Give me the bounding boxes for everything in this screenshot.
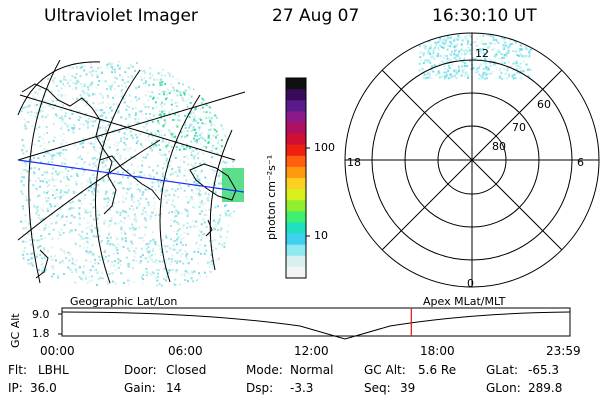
polar-lat-70: 70 — [512, 121, 526, 134]
colorbar-cell — [286, 78, 306, 90]
colorbar-cell — [286, 200, 306, 212]
time-label: 16:30:10 UT — [432, 6, 537, 26]
glat-label: GLat: — [486, 363, 519, 377]
seq-value: 39 — [400, 381, 416, 395]
apex-caption: Apex MLat/MLT — [423, 295, 506, 308]
mode-value: Normal — [290, 363, 334, 377]
colorbar-cell — [286, 266, 306, 279]
ip-value: 36.0 — [30, 381, 57, 395]
colorbar-cell — [286, 189, 306, 201]
dsp-value: -3.3 — [290, 381, 314, 395]
glon-label: GLon: — [486, 381, 521, 395]
orbit-timeline — [58, 307, 571, 340]
polar-axis-diagonal — [381, 69, 563, 251]
flt-value: LBHL — [38, 363, 69, 377]
graticule-line — [209, 129, 233, 271]
door-label: Door: — [124, 363, 157, 377]
colorbar-cell — [286, 233, 306, 246]
gain-label: Gain: — [124, 381, 156, 395]
map-border — [17, 61, 101, 116]
colorbar-cell — [286, 166, 306, 179]
polar-plot — [344, 32, 600, 288]
graticule-line — [159, 94, 201, 283]
glon-value: 289.8 — [528, 381, 563, 395]
polar-lat-60: 60 — [537, 98, 551, 111]
polar-mlt-12: 12 — [475, 47, 489, 60]
seq-label: Seq: — [364, 381, 391, 395]
colorbar-tick-label-100: 100 — [314, 141, 335, 154]
colorbar-cell — [286, 111, 306, 123]
dsp-label: Dsp: — [246, 381, 274, 395]
colorbar-cell — [286, 211, 306, 223]
ip-label: IP: — [8, 381, 23, 395]
coastline — [21, 83, 117, 215]
glat-value: -65.3 — [528, 363, 560, 377]
time-tick-0000: 00:00 — [40, 344, 75, 358]
terminator-line — [17, 159, 245, 193]
gcalt-label: GC Alt: — [364, 363, 406, 377]
time-tick-1800: 18:00 — [420, 344, 455, 358]
timeline-ytick-top: 9.0 — [32, 308, 50, 321]
time-tick-0600: 06:00 — [168, 344, 203, 358]
time-tick-2359: 23:59 — [546, 344, 581, 358]
colorbar-cell — [286, 144, 306, 157]
graticule-line — [17, 139, 161, 241]
colorbar-cell — [286, 122, 306, 135]
geographic-map — [17, 59, 246, 287]
geographic-caption: Geographic Lat/Lon — [70, 295, 178, 308]
colorbar-unit-label: photon cm⁻²s⁻¹ — [265, 154, 278, 240]
altitude-curve — [61, 311, 571, 340]
colorbar-cell — [286, 133, 306, 146]
colorbar-tick-label-10: 10 — [314, 229, 328, 242]
colorbar-frame — [285, 77, 307, 279]
aurora-speckle — [20, 60, 237, 287]
colorbar — [285, 77, 310, 279]
graticule-line — [94, 69, 141, 284]
polar-mlt-0: 0 — [467, 277, 474, 290]
mode-label: Mode: — [246, 363, 283, 377]
timeline-frame — [61, 307, 571, 337]
polar-mlt-18: 18 — [347, 156, 361, 169]
colorbar-cell — [286, 89, 306, 101]
date-label: 27 Aug 07 — [272, 6, 360, 26]
polar-lat-80: 80 — [492, 140, 506, 153]
colorbar-cell — [286, 155, 306, 168]
coastline — [205, 219, 213, 237]
gcalt-value: 5.6 Re — [418, 363, 457, 377]
gain-value: 14 — [166, 381, 182, 395]
coastline — [35, 249, 49, 279]
colorbar-cell — [286, 100, 306, 112]
coastline — [189, 163, 237, 201]
page-title: Ultraviolet Imager — [44, 6, 198, 26]
colorbar-cell — [286, 255, 306, 268]
colorbar-cell — [286, 244, 306, 257]
graticule-line — [17, 91, 246, 161]
colorbar-cell — [286, 222, 306, 235]
time-tick-1200: 12:00 — [294, 344, 329, 358]
polar-mlt-6: 6 — [577, 156, 584, 169]
door-value: Closed — [166, 363, 207, 377]
graticule-line — [19, 94, 236, 161]
timeline-ytick-bottom: 1.8 — [32, 327, 50, 340]
flt-label: Flt: — [8, 363, 27, 377]
colorbar-cell — [286, 178, 306, 190]
timeline-ylabel: GC Alt — [9, 313, 22, 348]
graticule-line — [28, 59, 61, 284]
